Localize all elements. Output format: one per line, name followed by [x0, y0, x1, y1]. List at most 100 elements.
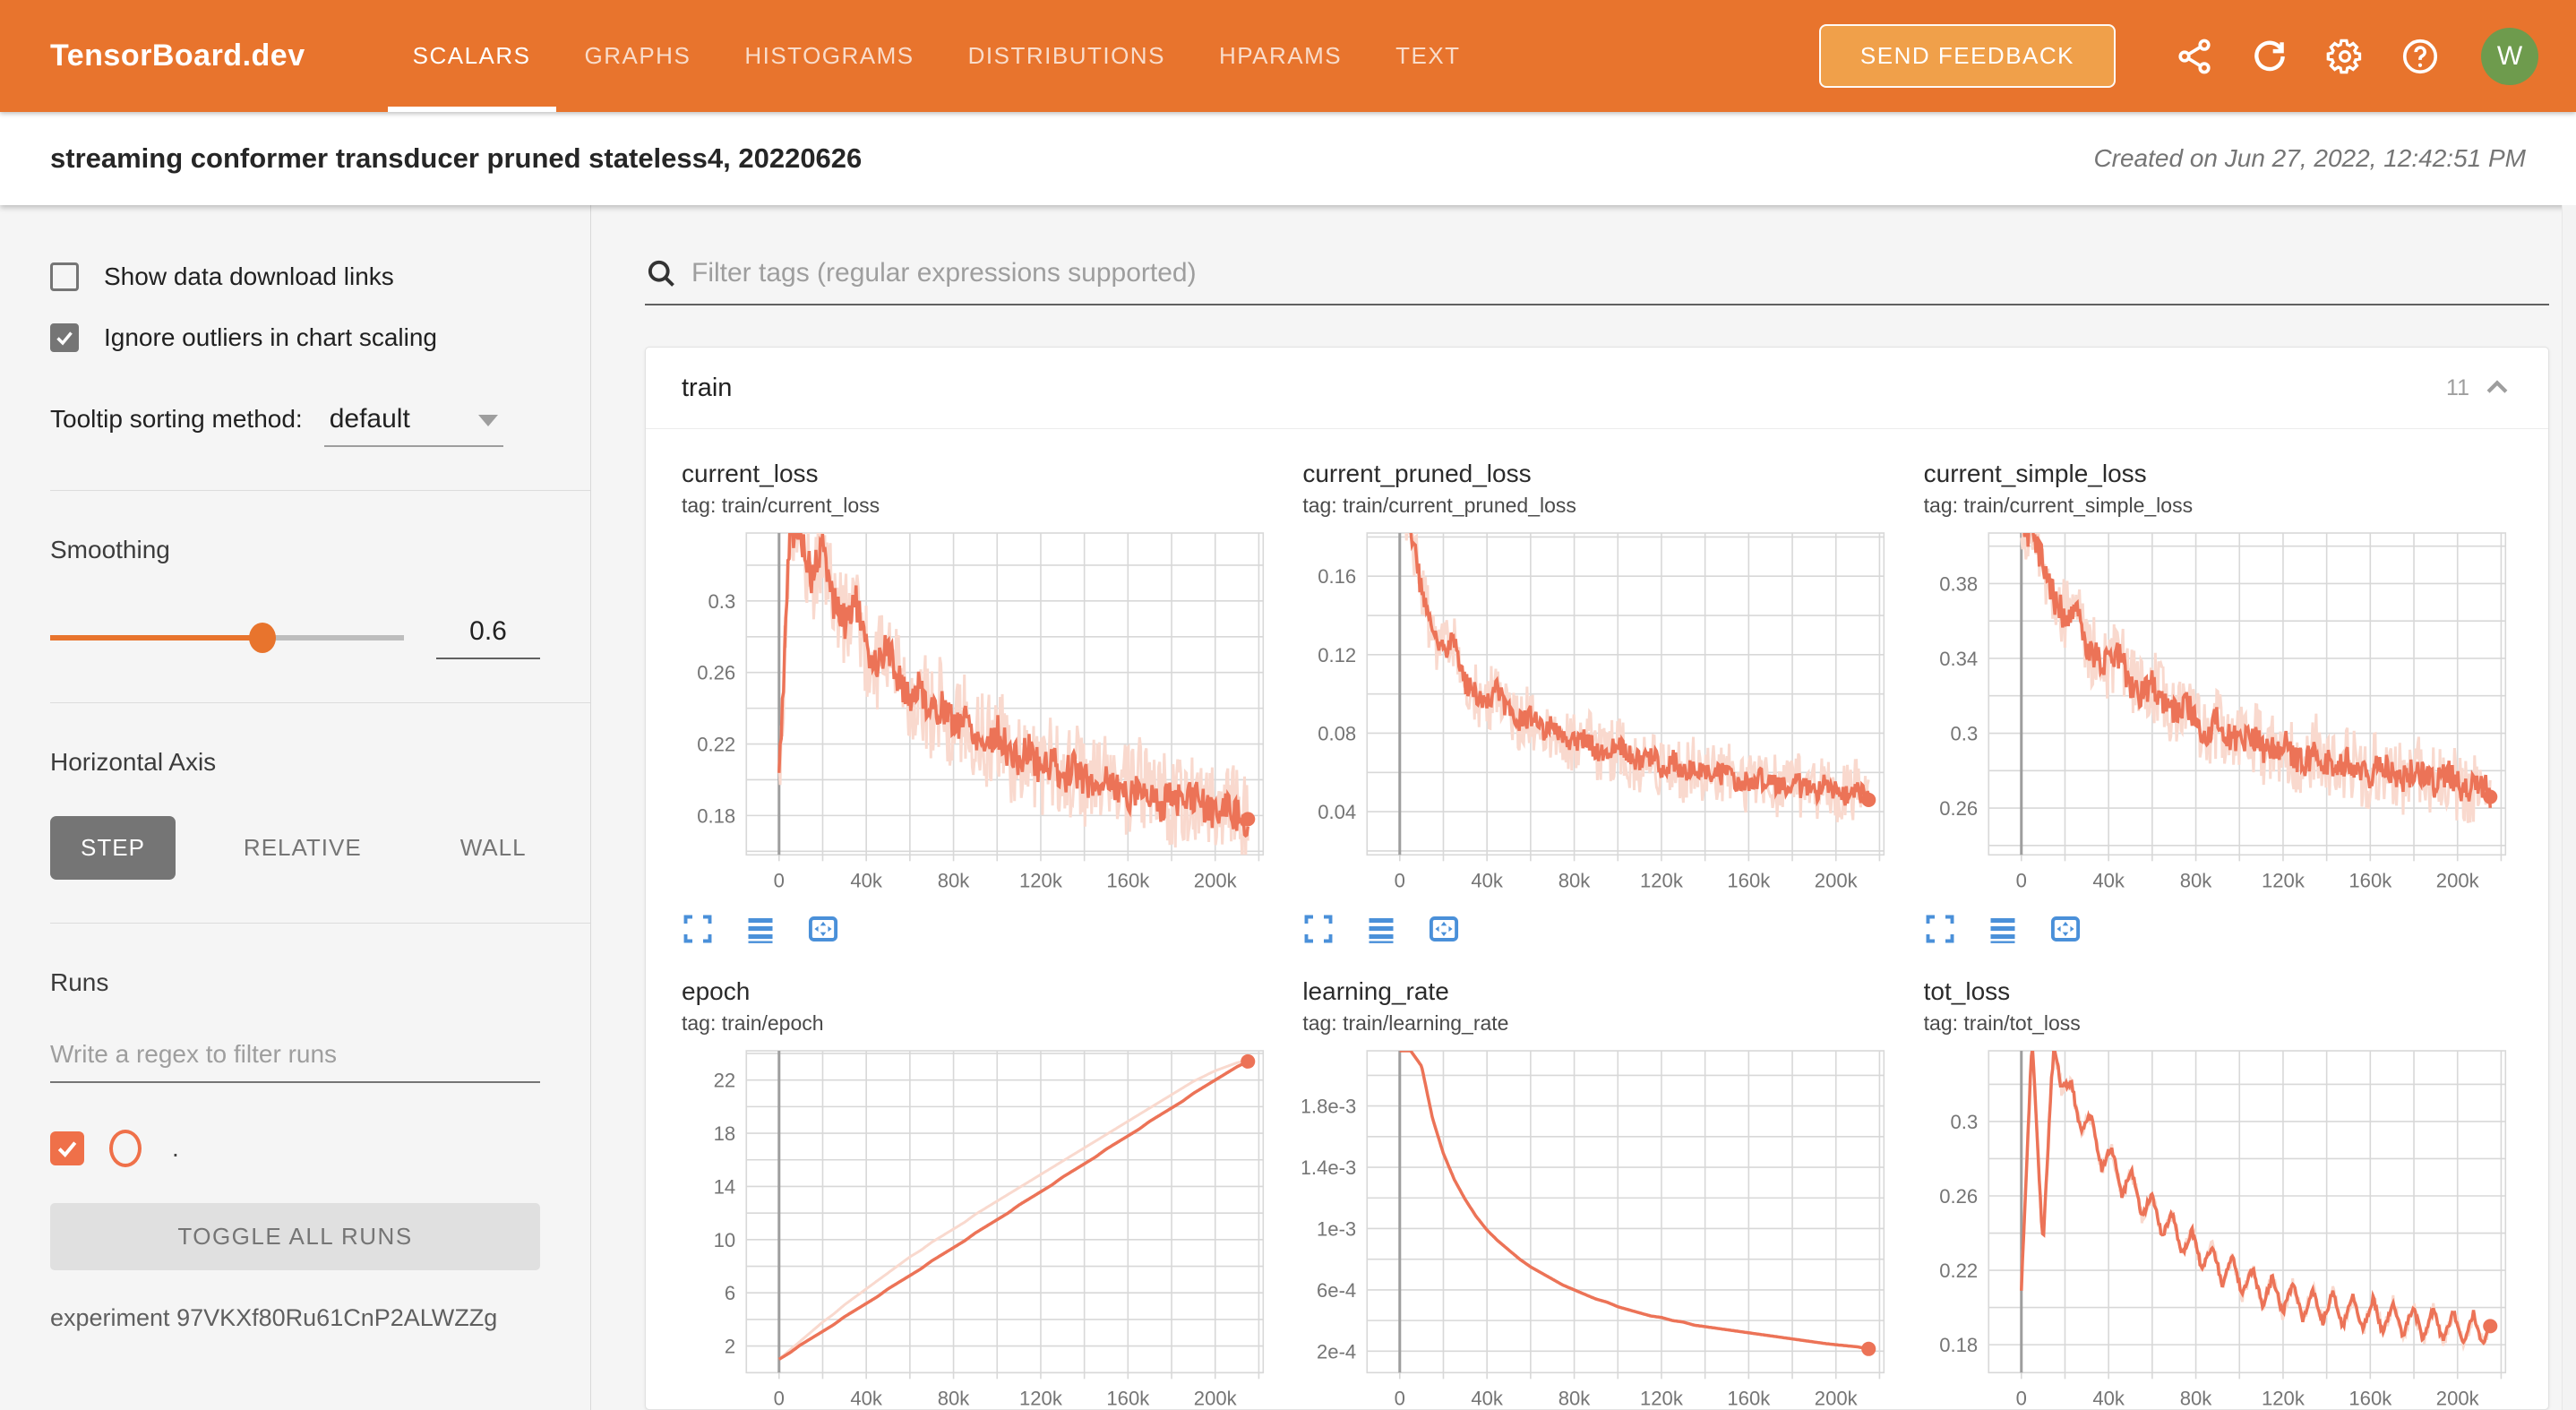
chart-tag: tag: train/current_simple_loss — [1923, 494, 2194, 517]
svg-text:0: 0 — [774, 1388, 785, 1410]
svg-text:160k: 160k — [1106, 1388, 1150, 1410]
scrollbar[interactable] — [2562, 205, 2576, 1410]
svg-text:120k: 120k — [2262, 1388, 2306, 1410]
smoothing-slider[interactable] — [50, 623, 404, 653]
fullscreen-icon[interactable] — [1924, 913, 1956, 945]
fit-domain-icon[interactable] — [2049, 913, 2082, 945]
runs-selector-icon[interactable] — [1987, 913, 2019, 945]
tag-group-title: train — [682, 373, 733, 402]
chart-card-current_loss: current_loss tag: train/current_loss 0.18 0… — [682, 460, 1270, 945]
horizontal-axis-toggle: STEP RELATIVE WALL — [50, 816, 540, 880]
charts-grid: current_loss tag: train/current_loss 0.18 0… — [646, 429, 2548, 1410]
chart-card-learning_rate: learning_rate tag: train/learning_rate 2e-… — [1302, 977, 1891, 1410]
svg-text:40k: 40k — [1472, 869, 1505, 891]
tag-group-header[interactable]: train 11 — [646, 348, 2548, 429]
settings-icon[interactable] — [2325, 37, 2365, 76]
svg-text:0: 0 — [2015, 869, 2026, 891]
svg-text:0: 0 — [1395, 869, 1405, 891]
tooltip-sorting-label: Tooltip sorting method: — [50, 405, 303, 433]
share-icon[interactable] — [2175, 37, 2214, 76]
chart-title: learning_rate — [1302, 977, 1449, 1006]
checkbox-checked-icon[interactable] — [50, 323, 79, 352]
chart-card-epoch: epoch tag: train/epoch 2 6 10 14 18 22 0 40k 80k 12… — [682, 977, 1270, 1410]
chart-plot-current_loss[interactable]: 0.18 0.22 0.26 0.3 0 40k 80k 120k 160k 200k — [682, 529, 1270, 906]
fit-domain-icon[interactable] — [807, 913, 839, 945]
svg-text:2e-4: 2e-4 — [1317, 1341, 1356, 1363]
experiment-title: streaming conformer transducer pruned st… — [50, 142, 863, 174]
runs-label: Runs — [50, 968, 109, 996]
scalars-main: train 11 current_loss tag: train/current_… — [591, 205, 2576, 1410]
chart-card-tot_loss: tot_loss tag: train/tot_loss 0.18 0.22 0.26 0… — [1924, 977, 2512, 1410]
chart-plot-epoch[interactable]: 2 6 10 14 18 22 0 40k 80k 120k 160k 200k — [682, 1046, 1270, 1410]
experiment-header: streaming conformer transducer pruned st… — [0, 112, 2576, 205]
toggle-all-runs-button[interactable]: TOGGLE ALL RUNS — [50, 1203, 540, 1270]
chart-tag: tag: train/current_loss — [682, 494, 880, 517]
chart-plot-current_pruned_loss[interactable]: 0.04 0.08 0.12 0.16 0 40k 80k 120k 160k 200k — [1302, 529, 1891, 906]
fullscreen-icon[interactable] — [682, 913, 714, 945]
chevron-up-icon — [2486, 380, 2508, 393]
smoothing-value[interactable]: 0.6 — [436, 616, 540, 659]
horizontal-axis-label: Horizontal Axis — [50, 748, 217, 776]
chart-title: current_simple_loss — [1923, 460, 2147, 487]
tab-hparams[interactable]: HPARAMS — [1218, 42, 1343, 69]
svg-text:0.26: 0.26 — [1939, 797, 1978, 820]
axis-step-button[interactable]: STEP — [50, 816, 176, 880]
svg-text:200k: 200k — [1815, 1388, 1859, 1410]
chart-plot-tot_loss[interactable]: 0.18 0.22 0.26 0.3 0 40k 80k 120k 160k 200k — [1924, 1046, 2512, 1410]
svg-text:2: 2 — [725, 1336, 735, 1358]
axis-relative-button[interactable]: RELATIVE — [243, 834, 362, 861]
runs-selector-icon[interactable] — [744, 913, 777, 945]
checkbox-unchecked-icon[interactable] — [50, 262, 79, 291]
chart-plot-learning_rate[interactable]: 2e-4 6e-4 1e-3 1.4e-3 1.8e-3 0 40k 80k 120k 160k 2… — [1302, 1046, 1891, 1410]
svg-text:0.08: 0.08 — [1318, 722, 1357, 744]
smoothing-row: 0.6 — [50, 616, 540, 659]
run-checkbox-checked-icon[interactable] — [50, 1131, 84, 1165]
filter-tags-input[interactable] — [691, 258, 2549, 288]
svg-text:120k: 120k — [1640, 869, 1684, 891]
help-icon[interactable] — [2400, 37, 2440, 76]
run-color-swatch — [109, 1130, 142, 1167]
fullscreen-icon[interactable] — [1302, 913, 1335, 945]
svg-text:40k: 40k — [2092, 869, 2125, 891]
axis-wall-button[interactable]: WALL — [459, 834, 527, 861]
settings-sidebar: Show data download links Ignore outliers… — [0, 205, 591, 1410]
show-download-links-checkbox[interactable]: Show data download links — [50, 262, 540, 291]
tab-scalars[interactable]: SCALARS — [386, 0, 558, 112]
svg-text:160k: 160k — [1728, 869, 1772, 891]
svg-text:40k: 40k — [1472, 1388, 1505, 1410]
runs-regex-input[interactable]: Write a regex to filter runs — [50, 1040, 540, 1083]
tab-graphs[interactable]: GRAPHS — [584, 42, 691, 69]
slider-handle[interactable] — [249, 623, 276, 653]
chart-title: current_pruned_loss — [1302, 460, 1532, 487]
fit-domain-icon[interactable] — [1428, 913, 1460, 945]
tooltip-sorting-row: Tooltip sorting method: default — [50, 404, 540, 447]
svg-text:200k: 200k — [1194, 1388, 1238, 1410]
svg-text:14: 14 — [714, 1176, 736, 1199]
svg-text:200k: 200k — [1815, 869, 1859, 891]
avatar[interactable]: W — [2481, 27, 2538, 85]
svg-text:80k: 80k — [1558, 1388, 1592, 1410]
refresh-icon[interactable] — [2250, 37, 2289, 76]
tab-distributions[interactable]: DISTRIBUTIONS — [967, 42, 1165, 69]
svg-text:40k: 40k — [850, 869, 883, 891]
runs-selector-icon[interactable] — [1365, 913, 1397, 945]
tooltip-sorting-value: default — [329, 404, 410, 434]
tooltip-sorting-select[interactable]: default — [323, 404, 503, 447]
svg-text:0.22: 0.22 — [1939, 1260, 1978, 1283]
svg-text:0.18: 0.18 — [697, 804, 735, 827]
svg-text:0.38: 0.38 — [1939, 572, 1978, 595]
ignore-outliers-checkbox[interactable]: Ignore outliers in chart scaling — [50, 323, 540, 352]
tag-group-collapse[interactable]: 11 — [2446, 373, 2512, 403]
svg-text:160k: 160k — [1728, 1388, 1772, 1410]
svg-text:80k: 80k — [938, 1388, 971, 1410]
svg-text:40k: 40k — [850, 1388, 883, 1410]
svg-text:80k: 80k — [2179, 1388, 2212, 1410]
tab-histograms[interactable]: HISTOGRAMS — [744, 42, 914, 69]
chart-plot-current_simple_loss[interactable]: 0.26 0.3 0.34 0.38 0 40k 80k 120k 160k 200k — [1924, 529, 2512, 906]
run-name: . — [172, 1134, 179, 1162]
svg-text:160k: 160k — [2348, 1388, 2392, 1410]
chart-title: epoch — [682, 977, 751, 1006]
tab-text[interactable]: TEXT — [1395, 42, 1461, 69]
send-feedback-button[interactable]: SEND FEEDBACK — [1818, 24, 2116, 88]
svg-text:6: 6 — [725, 1283, 735, 1305]
